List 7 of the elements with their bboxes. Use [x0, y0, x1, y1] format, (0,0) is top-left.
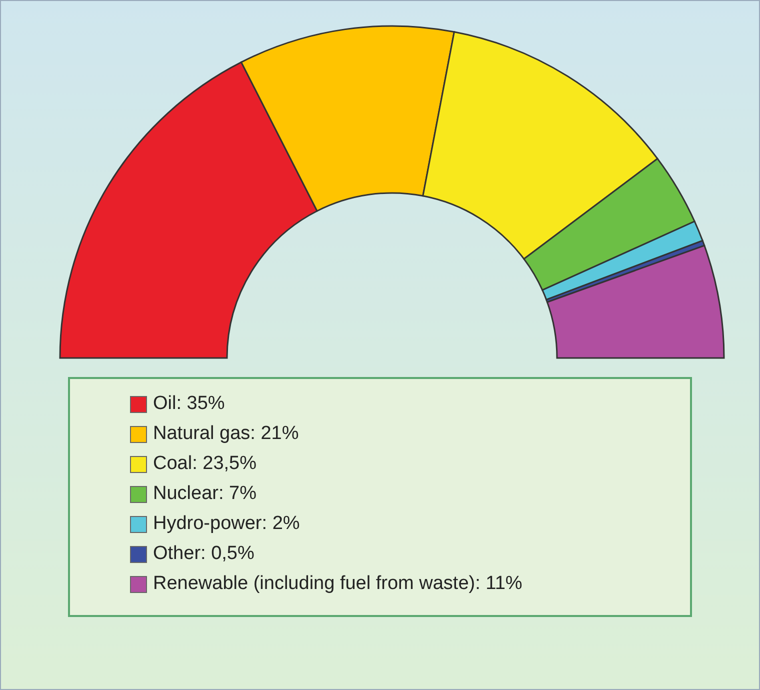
legend-label: Other: 0,5%: [153, 543, 254, 565]
legend-label: Nuclear: 7%: [153, 483, 256, 505]
legend-label: Hydro-power: 2%: [153, 513, 300, 535]
legend-label: Oil: 35%: [153, 393, 225, 415]
legend-label: Renewable (including fuel from waste): 11%: [153, 573, 522, 595]
legend-label: Coal: 23,5%: [153, 453, 257, 475]
legend-label: Natural gas: 21%: [153, 423, 299, 445]
